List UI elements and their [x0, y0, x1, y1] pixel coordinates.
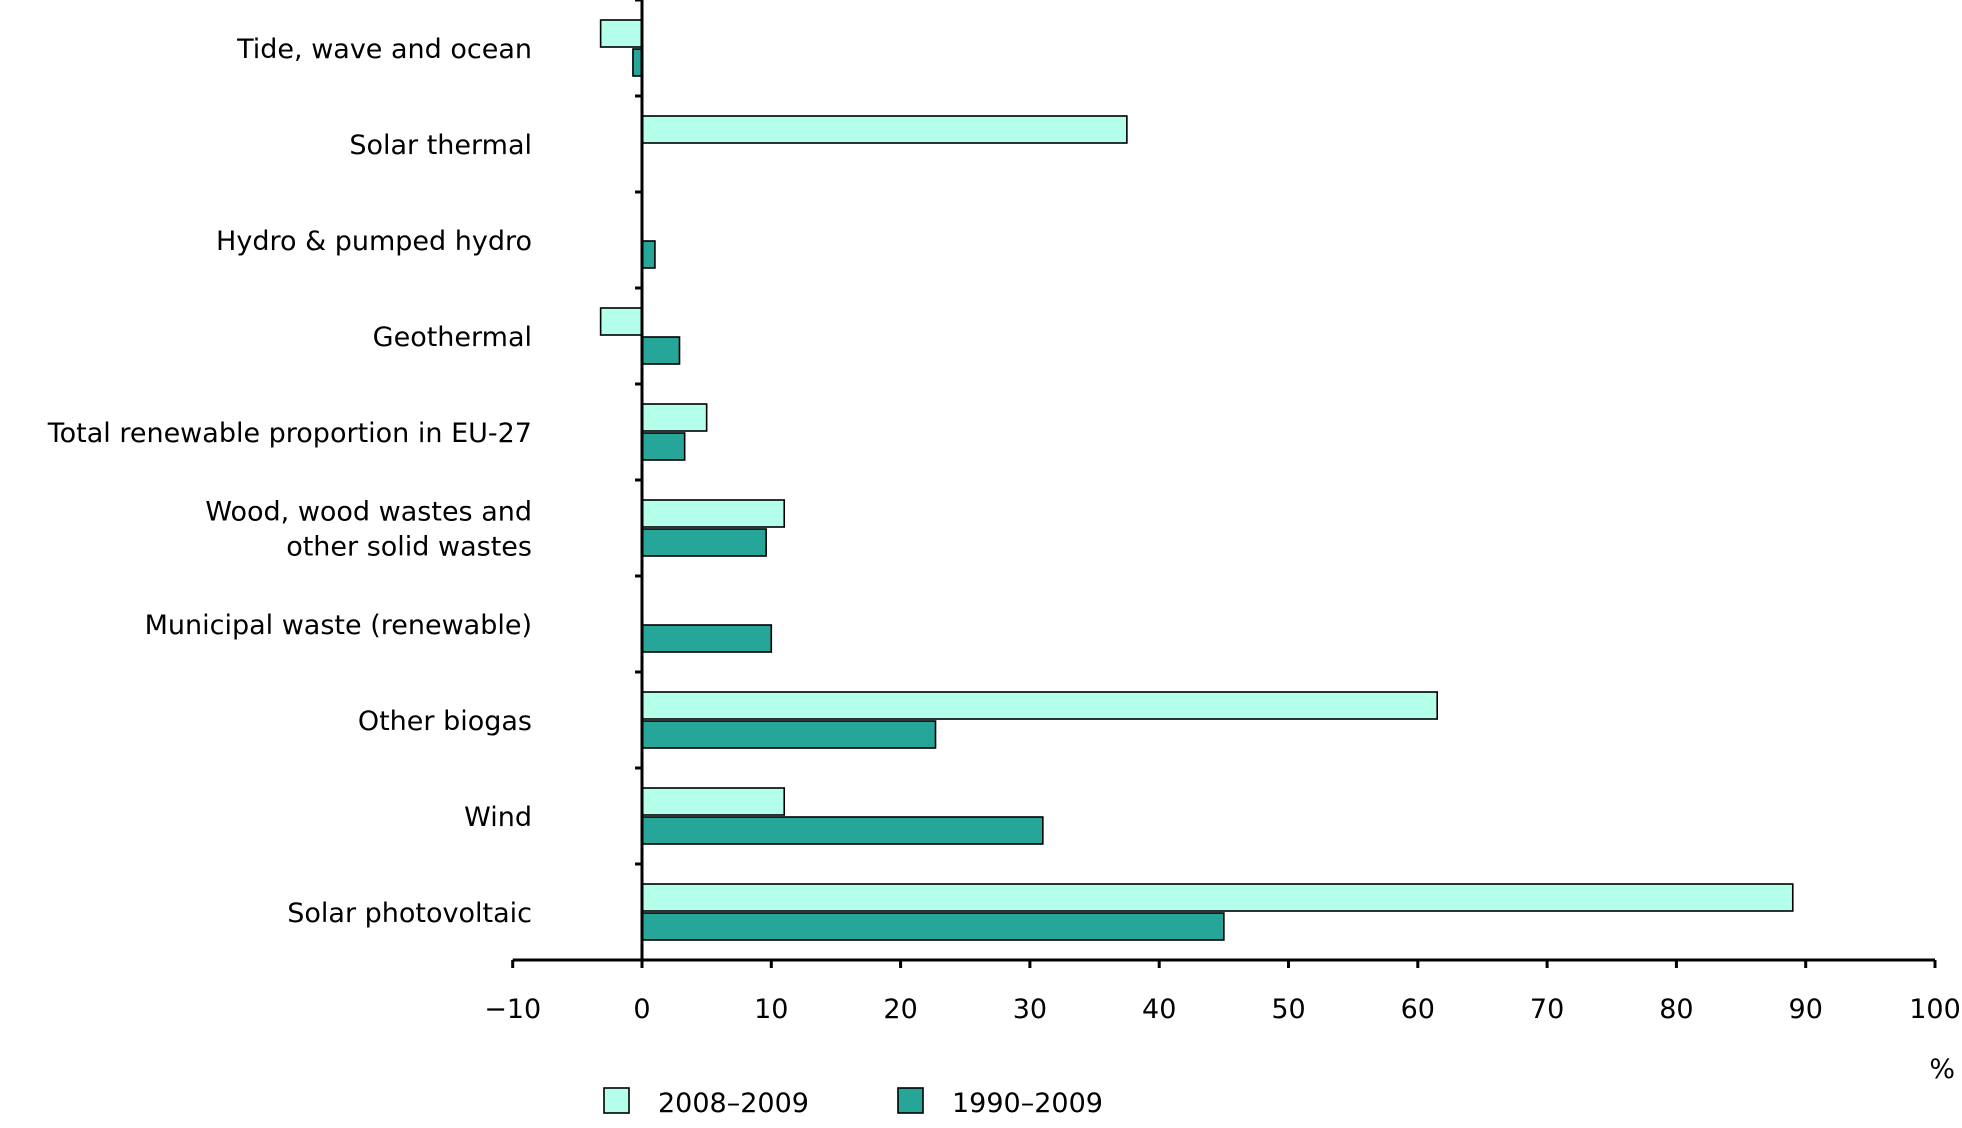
x-tick-label: −10: [484, 994, 541, 1025]
category-labels: Tide, wave and ocean Solar thermal Hydro &…: [47, 34, 532, 929]
category-label: Geothermal: [373, 322, 532, 353]
x-tick-label: 30: [1013, 994, 1047, 1025]
bar-series1-8: [641, 787, 786, 816]
x-tick-label: 10: [754, 994, 788, 1025]
category-label: Hydro & pumped hydro: [216, 226, 532, 257]
bar-series1-0: [599, 19, 643, 48]
axes-layer: −10 0 10 20 30 40 50 60 70 80 90 100%: [484, 0, 1961, 1085]
bar-series1-7: [641, 691, 1438, 720]
category-label: Wood, wood wastes and: [205, 497, 532, 528]
legend: 2008–2009 1990–2009: [603, 1087, 1103, 1119]
bar-series1-9: [641, 883, 1794, 912]
category-label: Wind: [464, 802, 532, 833]
bar-series1-3: [599, 307, 643, 336]
x-tick-label: 20: [883, 994, 917, 1025]
bar-series2-6: [641, 624, 773, 653]
x-tick-label: 50: [1271, 994, 1305, 1025]
x-tick-label: 60: [1401, 994, 1435, 1025]
category-label: Tide, wave and ocean: [236, 34, 532, 65]
x-tick-label: 40: [1142, 994, 1176, 1025]
bar-series2-7: [641, 720, 937, 749]
bars-layer: [599, 19, 1794, 941]
bar-series2-2: [641, 240, 656, 269]
bar-series1-5: [641, 499, 786, 528]
category-label: Solar photovoltaic: [287, 898, 532, 929]
category-label: Total renewable proportion in EU-27: [47, 418, 532, 449]
legend-label: 1990–2009: [952, 1088, 1103, 1119]
x-tick-label: 70: [1530, 994, 1564, 1025]
category-label: Other biogas: [358, 706, 532, 737]
category-label: other solid wastes: [286, 532, 532, 563]
bar-series2-9: [641, 912, 1225, 941]
bar-series2-4: [641, 432, 686, 461]
x-tick-label: 80: [1659, 994, 1693, 1025]
bar-series2-8: [641, 816, 1044, 845]
legend-label: 2008–2009: [658, 1088, 809, 1119]
bar-series1-1: [641, 115, 1128, 144]
bar-series2-5: [641, 528, 767, 557]
legend-swatch: [603, 1087, 630, 1114]
category-label: Municipal waste (renewable): [145, 610, 532, 641]
x-tick-label: 90: [1789, 994, 1823, 1025]
category-label: Solar thermal: [349, 130, 532, 161]
x-tick-label: 100: [1909, 994, 1961, 1025]
x-tick-label: 0: [633, 994, 650, 1025]
bar-series2-3: [641, 336, 681, 365]
x-axis-unit-label: %: [1929, 1054, 1955, 1085]
bar-series1-4: [641, 403, 708, 432]
legend-swatch: [897, 1087, 924, 1114]
